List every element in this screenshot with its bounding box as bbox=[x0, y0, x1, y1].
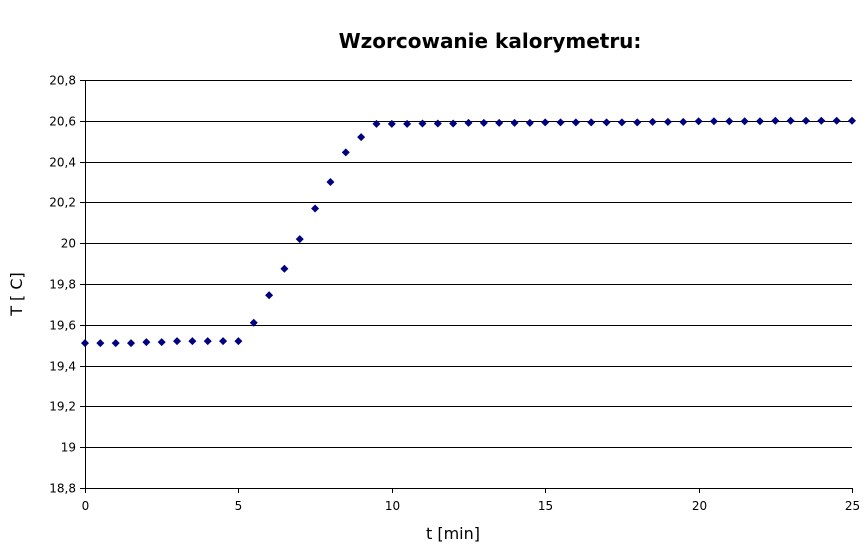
data-point bbox=[556, 118, 565, 127]
x-tick-label: 0 bbox=[82, 499, 90, 513]
data-point bbox=[694, 117, 703, 126]
x-tick-label: 20 bbox=[692, 499, 707, 513]
data-point bbox=[525, 118, 534, 127]
data-point bbox=[326, 178, 335, 186]
data-point bbox=[188, 337, 197, 346]
data-point bbox=[219, 337, 228, 346]
data-point bbox=[709, 117, 718, 126]
x-tick-label: 10 bbox=[385, 499, 400, 513]
data-point bbox=[633, 118, 642, 127]
data-point bbox=[848, 116, 856, 125]
data-series bbox=[81, 116, 856, 348]
data-point bbox=[341, 148, 350, 157]
data-point bbox=[602, 118, 611, 127]
y-tick-label: 19 bbox=[61, 441, 76, 455]
data-point bbox=[403, 119, 412, 128]
y-tick-label: 20,8 bbox=[49, 74, 76, 88]
data-point bbox=[771, 116, 780, 125]
y-axis-label: T [ C] bbox=[7, 272, 26, 317]
data-point bbox=[679, 117, 688, 126]
data-point bbox=[387, 119, 396, 128]
axes bbox=[80, 80, 853, 493]
y-tick-label: 19,2 bbox=[49, 400, 76, 414]
data-point bbox=[157, 338, 166, 347]
data-point bbox=[725, 117, 734, 126]
grid bbox=[85, 80, 852, 489]
y-tick-label: 20,6 bbox=[49, 115, 76, 129]
data-point bbox=[464, 118, 473, 127]
data-point bbox=[249, 318, 258, 327]
data-point bbox=[357, 133, 366, 142]
x-axis-label: t [min] bbox=[426, 524, 480, 543]
data-point bbox=[81, 339, 89, 348]
data-point bbox=[127, 339, 136, 348]
data-point bbox=[280, 264, 289, 273]
data-point bbox=[311, 204, 320, 213]
data-point bbox=[372, 119, 381, 128]
data-point bbox=[740, 117, 749, 126]
x-tick-label: 25 bbox=[845, 499, 860, 513]
y-tick-label: 20,4 bbox=[49, 156, 76, 170]
data-point bbox=[265, 291, 274, 300]
data-point bbox=[111, 339, 120, 348]
data-point bbox=[817, 116, 826, 125]
data-point bbox=[203, 337, 212, 346]
y-tick-label: 19,8 bbox=[49, 278, 76, 292]
data-point bbox=[449, 119, 458, 128]
data-point bbox=[510, 118, 519, 127]
data-point bbox=[663, 117, 672, 126]
data-point bbox=[801, 116, 810, 125]
data-point bbox=[648, 117, 657, 126]
data-point bbox=[617, 118, 626, 127]
x-tick-label: 15 bbox=[538, 499, 553, 513]
data-point bbox=[786, 116, 795, 125]
data-point bbox=[295, 235, 304, 244]
data-point bbox=[234, 337, 243, 346]
chart-title: Wzorcowanie kalorymetru: bbox=[339, 29, 642, 53]
data-point bbox=[96, 339, 105, 348]
data-point bbox=[418, 119, 427, 128]
data-point bbox=[571, 118, 580, 127]
data-point bbox=[755, 117, 764, 126]
data-point bbox=[433, 119, 442, 128]
y-tick-label: 20 bbox=[61, 237, 76, 251]
data-point bbox=[479, 118, 488, 127]
y-tick-label: 18,8 bbox=[49, 482, 76, 496]
data-point bbox=[495, 118, 504, 127]
y-tick-label: 19,6 bbox=[49, 319, 76, 333]
y-tick-label: 19,4 bbox=[49, 360, 76, 374]
x-tick-label: 5 bbox=[235, 499, 243, 513]
data-point bbox=[142, 338, 151, 347]
y-tick-label: 20,2 bbox=[49, 196, 76, 210]
data-point bbox=[587, 118, 596, 127]
tick-labels: 18,8 19 19,2 19,4 19,6 19,8 20 20,2 20,4 20,6 20,8… bbox=[49, 74, 860, 514]
data-point bbox=[832, 116, 841, 125]
data-point bbox=[173, 337, 182, 346]
data-point bbox=[541, 118, 550, 127]
